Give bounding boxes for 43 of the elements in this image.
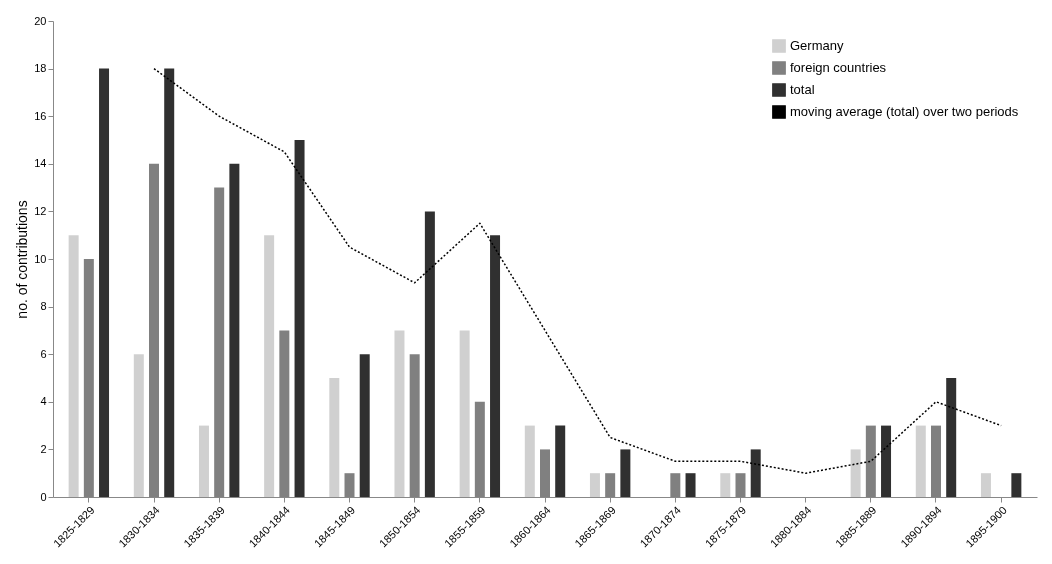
bar xyxy=(555,425,566,497)
bar xyxy=(264,235,275,497)
bar xyxy=(294,140,305,497)
bar xyxy=(198,425,209,497)
bar xyxy=(750,449,761,497)
bar xyxy=(620,449,631,497)
y-tick-label: 16 xyxy=(34,109,47,122)
bar xyxy=(589,473,600,497)
bar xyxy=(946,378,957,497)
bar xyxy=(329,378,340,497)
bar xyxy=(99,68,110,497)
bar xyxy=(229,163,240,497)
y-axis-title: no. of contributions xyxy=(14,200,31,319)
bar xyxy=(459,330,470,497)
bar xyxy=(68,235,79,497)
legend-label: total xyxy=(790,82,815,97)
y-tick-label: 2 xyxy=(40,442,47,455)
legend-label: Germany xyxy=(790,38,844,53)
y-tick-label: 6 xyxy=(40,347,47,360)
bar xyxy=(915,425,926,497)
bar xyxy=(424,211,435,497)
bar xyxy=(1011,473,1022,497)
bar xyxy=(524,425,535,497)
y-tick-label: 8 xyxy=(40,300,47,313)
bar xyxy=(980,473,991,497)
y-tick-label: 14 xyxy=(34,157,47,170)
bar xyxy=(685,473,696,497)
y-tick-label: 12 xyxy=(34,204,47,217)
y-tick-label: 4 xyxy=(40,395,47,408)
bar xyxy=(490,235,501,497)
bar xyxy=(164,68,175,497)
y-tick-label: 0 xyxy=(40,490,47,503)
bar xyxy=(720,473,731,497)
bar xyxy=(881,425,892,497)
y-tick-label: 18 xyxy=(34,62,47,75)
bar xyxy=(394,330,405,497)
bar xyxy=(850,449,861,497)
y-tick-label: 20 xyxy=(34,14,47,27)
bar xyxy=(359,354,370,497)
legend-label: moving average (total) over two periods xyxy=(790,104,1019,119)
legend-label: foreign countries xyxy=(790,60,887,75)
y-tick-label: 10 xyxy=(34,252,47,265)
bar xyxy=(133,354,144,497)
